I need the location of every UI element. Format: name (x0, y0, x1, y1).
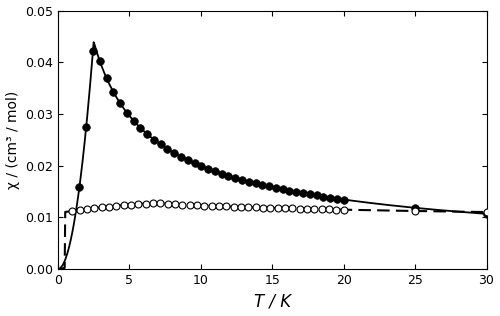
X-axis label: T / K: T / K (254, 292, 291, 310)
Y-axis label: χ / (cm³ / mol): χ / (cm³ / mol) (6, 91, 20, 189)
